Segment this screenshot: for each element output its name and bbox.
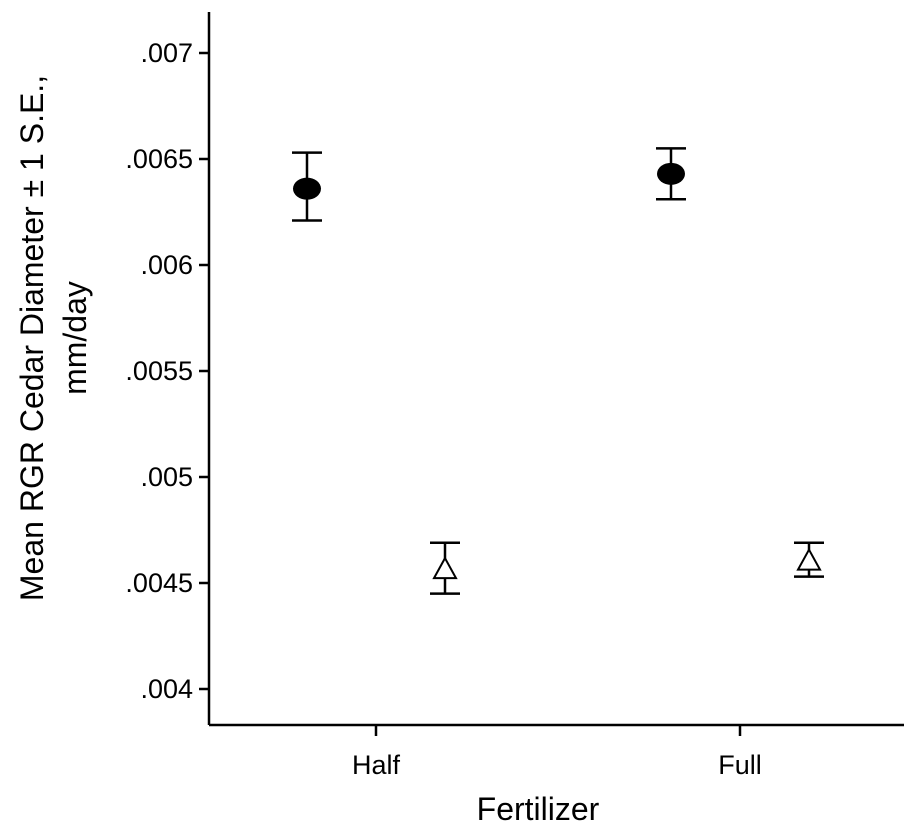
y-tick-label: .0065 xyxy=(125,144,193,174)
x-tick-label: Full xyxy=(718,750,762,780)
data-point-circle xyxy=(657,162,685,185)
y-ticks: .004 .0045 .005 .0055 .006 .0065 .007 xyxy=(125,38,209,704)
y-tick-label: .005 xyxy=(140,462,193,492)
data-point-triangle xyxy=(432,556,458,580)
y-tick-label: .0055 xyxy=(125,356,193,386)
x-tick-label: Half xyxy=(352,750,401,780)
data-point-triangle xyxy=(796,547,822,571)
x-axis-title: Fertilizer xyxy=(477,791,600,827)
y-axis-title-line-2: mm/day xyxy=(57,281,93,395)
y-axis-title-line-1: Mean RGR Cedar Diameter ± 1 S.E., xyxy=(14,75,50,601)
axes xyxy=(207,12,904,727)
data-point-circle xyxy=(293,177,321,200)
x-ticks: Half Full xyxy=(352,725,762,780)
y-tick-label: .0045 xyxy=(125,568,193,598)
y-tick-label: .004 xyxy=(140,674,193,704)
y-tick-label: .006 xyxy=(140,250,193,280)
data-marks xyxy=(292,147,824,595)
y-tick-label: .007 xyxy=(140,38,193,68)
